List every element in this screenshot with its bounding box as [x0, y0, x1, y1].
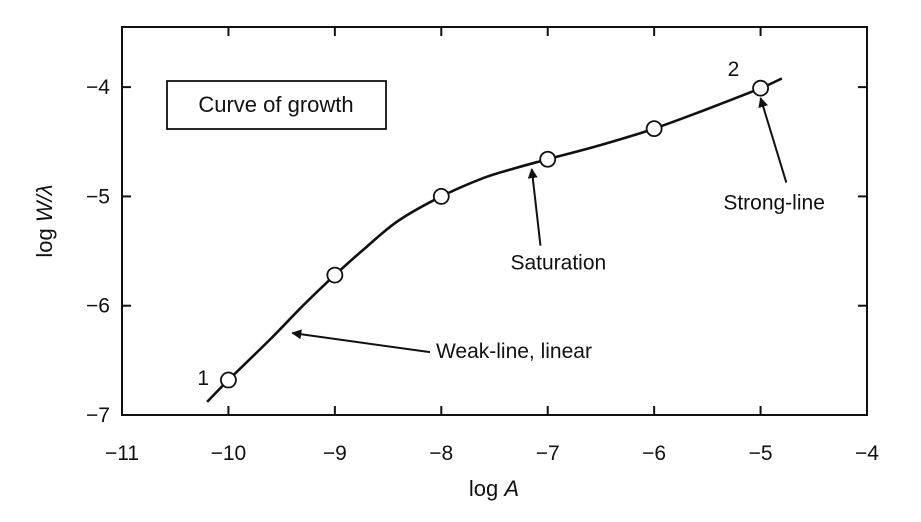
- data-point: [539, 150, 557, 168]
- annotation-label: Weak-line, linear: [436, 340, 592, 363]
- x-tick-label: −10: [211, 442, 247, 465]
- legend-box: Curve of growth: [166, 80, 387, 130]
- annotation-arrow: [758, 97, 788, 183]
- data-point: [220, 371, 237, 389]
- annotation-arrow: [291, 329, 431, 354]
- annotation-label: Strong-line: [723, 192, 825, 215]
- data-point: [645, 120, 663, 138]
- x-axis-title-var: A: [502, 476, 519, 501]
- axis-ticks: [121, 27, 868, 416]
- x-tick-label: −7: [536, 442, 560, 465]
- legend-text: Curve of growth: [198, 92, 353, 117]
- plot-frame: [121, 26, 868, 416]
- tick-labels: −11 −10 −9 −8 −7 −6 −5 −4 −7 −6 −5 −4: [86, 76, 879, 465]
- y-tick-label: −5: [86, 185, 110, 208]
- point-label: 1: [197, 367, 209, 390]
- annotation-label: Saturation: [510, 252, 606, 275]
- y-tick-label: −4: [86, 76, 110, 99]
- data-point: [432, 188, 450, 205]
- legend-frame: [166, 80, 387, 130]
- data-point: [326, 266, 344, 284]
- point-label: 2: [728, 58, 740, 81]
- x-tick-label: −5: [749, 442, 773, 465]
- y-tick-label: −7: [86, 404, 110, 427]
- point-labels: 12: [197, 58, 739, 390]
- x-tick-label: −11: [105, 442, 139, 465]
- x-axis-title: log A: [469, 476, 519, 501]
- growth-curve-line: [206, 77, 783, 403]
- y-axis-title-prefix: log: [32, 222, 57, 257]
- y-tick-label: −6: [86, 295, 110, 318]
- x-tick-label: −9: [323, 442, 347, 465]
- x-axis-title-prefix: log: [469, 476, 504, 501]
- x-tick-label: −6: [642, 442, 666, 465]
- data-points: [220, 79, 769, 389]
- y-axis-title-var: W/λ: [32, 184, 57, 222]
- y-axis-title: log W/λ: [32, 184, 57, 257]
- x-tick-label: −8: [429, 442, 453, 465]
- data-point: [752, 79, 769, 97]
- annotations: Weak-line, linear Saturation Strong-line: [291, 97, 825, 363]
- x-tick-label: −4: [855, 442, 879, 465]
- annotation-arrow: [527, 168, 542, 246]
